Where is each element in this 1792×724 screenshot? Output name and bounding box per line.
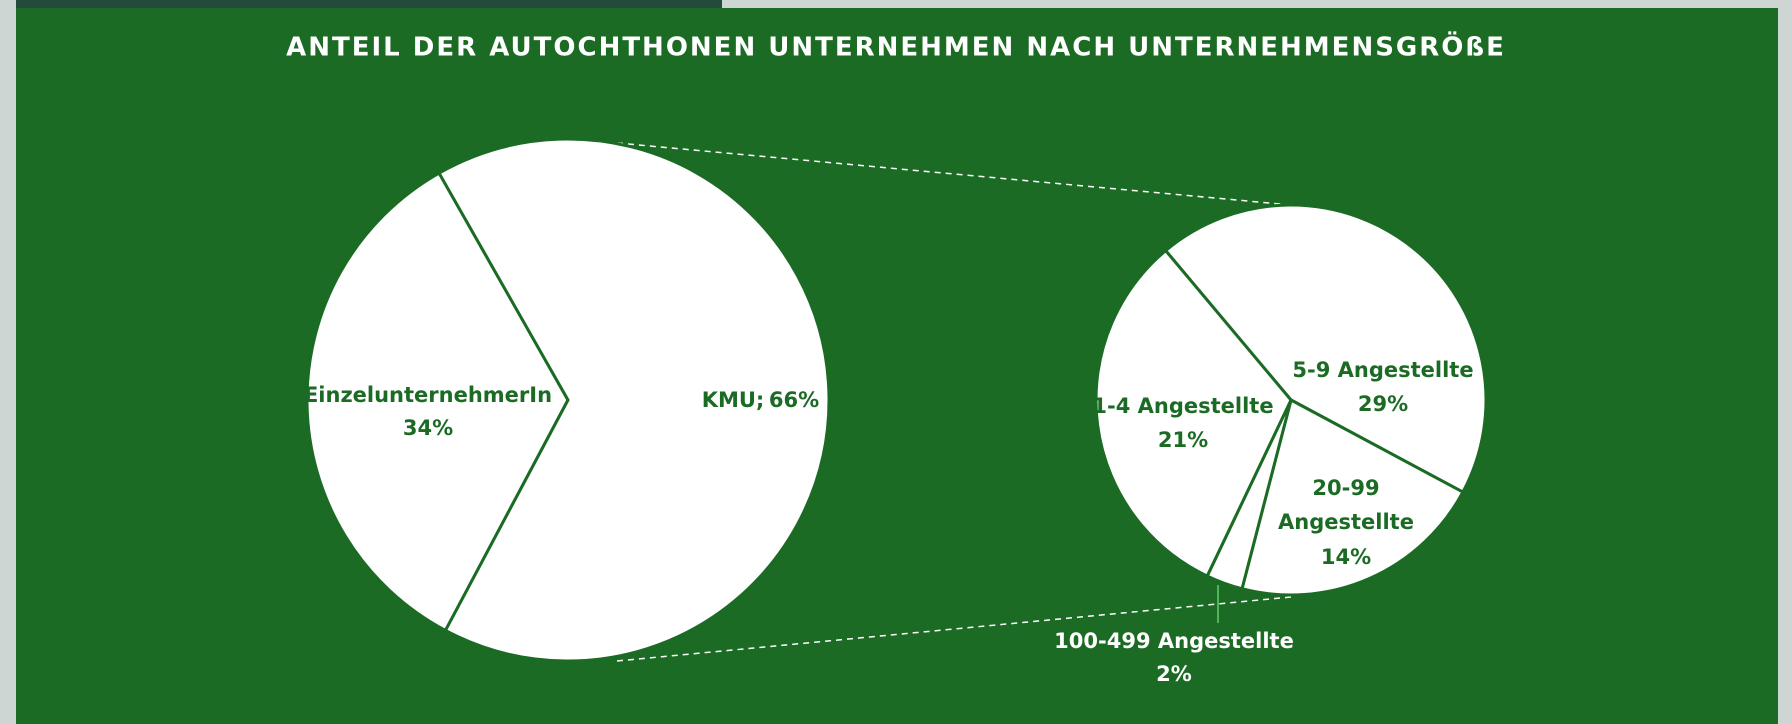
label-line: Angestellte <box>1278 510 1414 534</box>
slice-label: 5-9 Angestellte <box>1292 358 1473 382</box>
label-line: 20-99 <box>1312 476 1379 500</box>
slice-label: 1-4 Angestellte <box>1092 394 1273 418</box>
slice-label: 20-99 Angestellte <box>1278 476 1414 534</box>
top-strip <box>16 0 722 8</box>
value-label: 21% <box>1158 428 1208 452</box>
slice-label: EinzelunternehmerIn <box>304 383 552 407</box>
pie-slice <box>437 137 831 663</box>
pie-slice <box>1163 203 1488 495</box>
value-label: 29% <box>1358 392 1408 416</box>
connector <box>616 596 1292 662</box>
value-label: 34% <box>403 416 453 440</box>
panel <box>16 8 1778 724</box>
connector <box>616 142 1292 206</box>
pie-slice <box>1240 397 1465 597</box>
value-label: 66% <box>769 388 819 412</box>
pie-slice <box>1094 248 1293 579</box>
value-label: 2% <box>1156 662 1192 686</box>
slice-label: KMU; <box>702 388 765 412</box>
chart-title: ANTEIL DER AUTOCHTHONEN UNTERNEHMEN NACH… <box>286 30 1506 63</box>
value-label: 14% <box>1321 545 1371 569</box>
slice-label: 100-499 Angestellte <box>1054 629 1294 653</box>
